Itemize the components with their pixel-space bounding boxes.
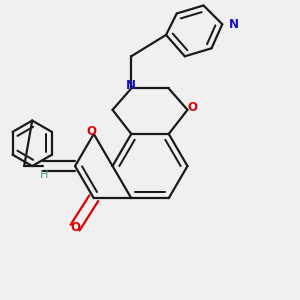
Text: O: O — [188, 101, 198, 114]
Text: N: N — [126, 79, 136, 92]
Text: H: H — [40, 169, 49, 180]
Text: O: O — [70, 221, 80, 234]
Text: N: N — [229, 18, 239, 31]
Text: O: O — [86, 125, 96, 138]
